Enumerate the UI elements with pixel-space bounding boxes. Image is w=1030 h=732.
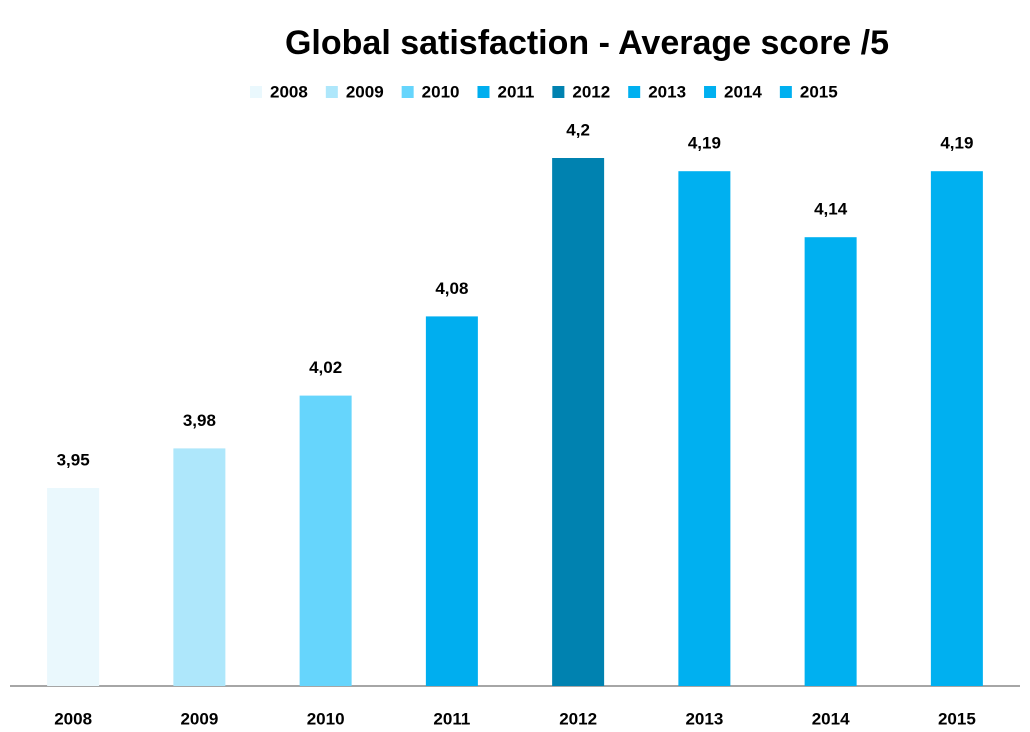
legend-swatch bbox=[477, 86, 490, 98]
data-label: 4,19 bbox=[688, 134, 721, 153]
bar bbox=[173, 448, 226, 686]
data-label: 4,08 bbox=[435, 279, 468, 298]
legend-swatch bbox=[779, 86, 792, 98]
bar bbox=[47, 488, 100, 686]
legend-swatch bbox=[401, 86, 414, 98]
legend-swatch bbox=[250, 86, 262, 98]
legend-label: 2013 bbox=[648, 82, 686, 101]
legend-label: 2015 bbox=[800, 82, 838, 101]
x-tick-label: 2013 bbox=[685, 709, 723, 728]
data-label: 4,2 bbox=[566, 120, 590, 139]
bar bbox=[678, 171, 731, 686]
bar bbox=[930, 171, 983, 686]
legend-swatch bbox=[552, 86, 565, 98]
legend-label: 2010 bbox=[422, 82, 460, 101]
bar bbox=[425, 316, 478, 686]
data-label: 3,98 bbox=[183, 411, 216, 430]
legend-swatch bbox=[325, 86, 338, 98]
data-label: 3,95 bbox=[57, 450, 90, 469]
legend-label: 2008 bbox=[270, 82, 308, 101]
bar bbox=[552, 158, 605, 686]
legend-label: 2014 bbox=[724, 82, 762, 101]
x-tick-label: 2008 bbox=[54, 709, 92, 728]
legend-label: 2009 bbox=[346, 82, 384, 101]
x-tick-label: 2011 bbox=[433, 709, 470, 728]
data-label: 4,02 bbox=[309, 358, 342, 377]
bar bbox=[299, 395, 352, 686]
data-label: 4,14 bbox=[814, 200, 848, 219]
x-tick-label: 2015 bbox=[938, 709, 976, 728]
x-tick-label: 2010 bbox=[307, 709, 345, 728]
legend-label: 2011 bbox=[497, 82, 534, 101]
x-tick-label: 2009 bbox=[180, 709, 218, 728]
x-tick-label: 2014 bbox=[812, 709, 850, 728]
data-label: 4,19 bbox=[940, 134, 973, 153]
chart-title: Global satisfaction - Average score /5 bbox=[285, 24, 889, 62]
x-tick-label: 2012 bbox=[559, 709, 597, 728]
legend-swatch bbox=[628, 86, 641, 98]
bar bbox=[804, 237, 857, 686]
legend-label: 2012 bbox=[572, 82, 610, 101]
legend-swatch bbox=[704, 86, 717, 98]
